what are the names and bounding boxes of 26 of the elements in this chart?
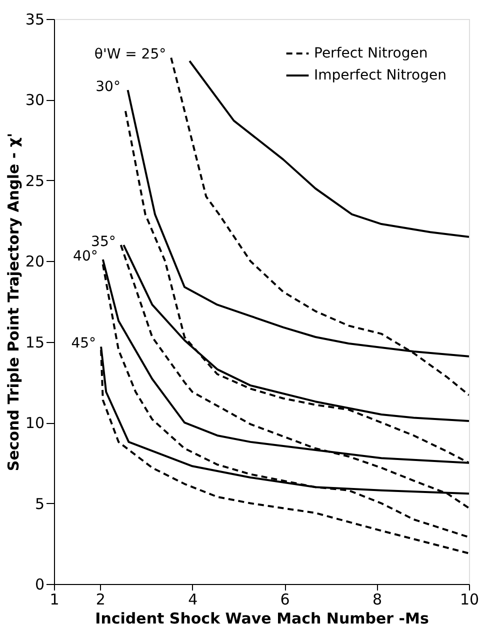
x-tick-label: 8 xyxy=(372,590,382,608)
y-tick-label: 30 xyxy=(25,91,44,110)
legend-label: Perfect Nitrogen xyxy=(314,46,428,62)
y-tick-label: 20 xyxy=(25,252,44,271)
y-tick-label: 10 xyxy=(25,414,44,432)
y-tick-label: 25 xyxy=(25,172,44,190)
line-series xyxy=(188,60,469,238)
annotation: 30° xyxy=(96,79,120,96)
line-series xyxy=(100,348,469,554)
annotation: θ'W = 25° xyxy=(94,46,166,63)
y-axis-title: Second Triple Point Trajectory Angle - χ' xyxy=(4,132,22,472)
legend-label: Imperfect Nitrogen xyxy=(314,68,446,84)
y-tick-label: 15 xyxy=(25,333,44,352)
x-tick-label: 2 xyxy=(96,590,106,608)
x-axis-title: Incident Shock Wave Mach Number -Ms xyxy=(95,610,429,628)
y-tick-label: 0 xyxy=(34,576,44,594)
annotation: 45° xyxy=(71,336,96,352)
annotation: 40° xyxy=(73,248,98,265)
x-tick-label: 1 xyxy=(50,590,60,608)
y-tick-label: 35 xyxy=(25,10,44,28)
annotation: 35° xyxy=(91,234,116,250)
x-tick-label: 6 xyxy=(280,590,290,608)
y-tick-label: 5 xyxy=(34,494,44,513)
line-series xyxy=(102,263,469,538)
x-tick-label: 4 xyxy=(188,590,198,608)
x-tick-label: 10 xyxy=(460,590,480,608)
